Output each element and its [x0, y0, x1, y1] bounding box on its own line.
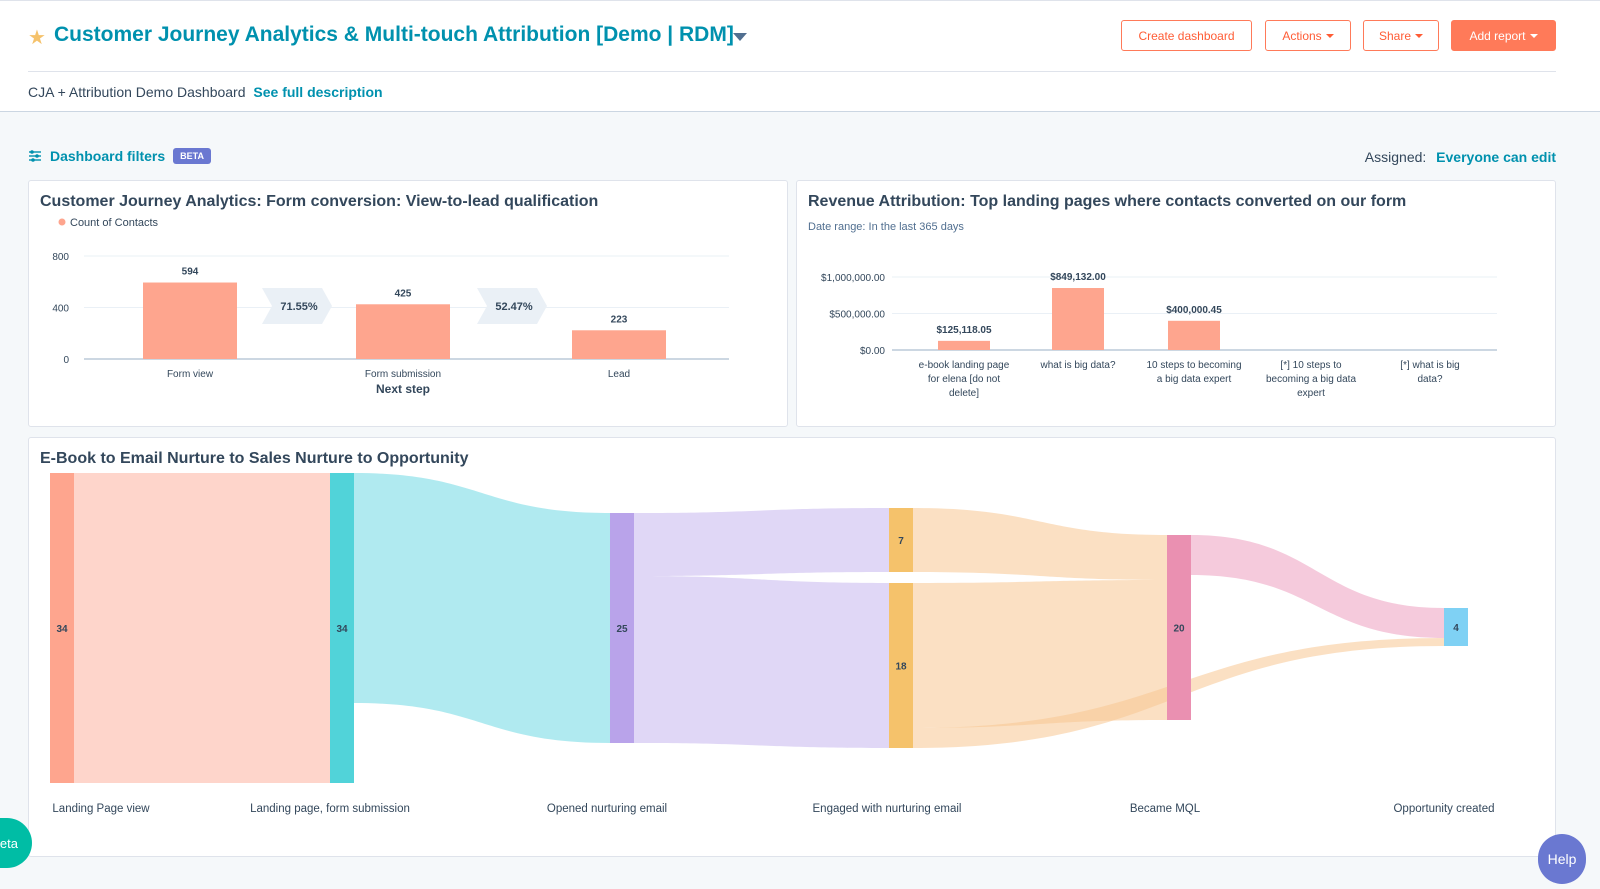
help-label: Help: [1547, 851, 1577, 867]
y-tick-label: 800: [52, 252, 69, 263]
header-divider: [28, 71, 1556, 72]
favorite-star-icon[interactable]: ★: [28, 27, 46, 49]
assigned-permissions: Assigned: Everyone can edit: [1365, 149, 1556, 165]
bar-value-label: $125,118.05: [936, 325, 991, 336]
funnel-report-title[interactable]: Customer Journey Analytics: Form convers…: [40, 193, 599, 210]
assigned-value-link[interactable]: Everyone can edit: [1436, 149, 1556, 165]
sankey-stage-label: Landing Page view: [52, 803, 150, 815]
sankey-node: [330, 473, 354, 783]
filter-sliders-icon: [29, 150, 41, 162]
see-full-description-link[interactable]: See full description: [253, 84, 383, 100]
sankey-stage-label: Landing page, form submission: [250, 803, 410, 815]
revenue-date-range: Date range: In the last 365 days: [808, 221, 964, 233]
bar: [938, 340, 990, 350]
sankey-node: [50, 473, 74, 783]
sankey-node-value: 4: [1453, 623, 1459, 634]
share-label: Share: [1378, 28, 1412, 43]
bar: [1052, 288, 1104, 350]
y-tick-label: $0.00: [860, 346, 885, 357]
sankey-stage-label: Engaged with nurturing email: [813, 803, 962, 815]
dashboard-subtitle: CJA + Attribution Demo Dashboard See ful…: [28, 84, 383, 100]
sankey-node-value: 34: [56, 624, 68, 635]
share-button[interactable]: Share: [1363, 20, 1439, 51]
assigned-label: Assigned:: [1364, 149, 1427, 165]
sankey-report-card[interactable]: E-Book to Email Nurture to Sales Nurture…: [28, 437, 1556, 857]
revenue-chart: $1,000,000.00 $500,000.00 $0.00 $125,118.05…: [821, 272, 1497, 399]
y-tick-label: $500,000.00: [829, 310, 885, 321]
bar-value-label: $400,000.45: [1166, 305, 1222, 316]
sankey-node: [1444, 608, 1468, 646]
dashboard-header: ★ Customer Journey Analytics & Multi-tou…: [0, 0, 1600, 112]
flow-ribbon: [913, 580, 1167, 728]
sankey-node-value: 20: [1173, 624, 1185, 635]
sankey-stage-label: Became MQL: [1130, 803, 1201, 815]
bar-value-label: 594: [182, 267, 199, 278]
sankey-chart: 34 34 25 7 18 20 4 Landing Page view Landing pag…: [50, 473, 1495, 815]
actions-button[interactable]: Actions: [1265, 20, 1351, 51]
funnel-report-card[interactable]: Customer Journey Analytics: Form convers…: [28, 180, 788, 427]
actions-label: Actions: [1282, 28, 1322, 43]
sankey-node: [1167, 535, 1191, 720]
funnel-chart: Count of Contacts 800 400 0 594 Form view 425…: [52, 217, 729, 396]
y-tick-label: $1,000,000.00: [821, 273, 885, 284]
beta-feedback-label: eta: [0, 835, 18, 851]
x-category-label: e-book landing page for elena [do not dele…: [919, 360, 1010, 399]
x-category-label: 10 steps to becoming a big data expert: [1146, 360, 1241, 385]
revenue-report-card[interactable]: Revenue Attribution: Top landing pages w…: [796, 180, 1556, 427]
flow-ribbon: [634, 508, 889, 576]
x-category-label: what is big data?: [1039, 360, 1115, 371]
legend-swatch: [58, 218, 66, 226]
beta-badge: BETA: [173, 148, 211, 164]
actions-chevron-down-icon: [1325, 33, 1334, 38]
sankey-node: [889, 508, 913, 572]
share-chevron-down-icon: [1415, 33, 1424, 38]
x-category-label: Form submission: [365, 369, 441, 380]
bar-value-label: 223: [611, 314, 628, 325]
flow-ribbon: [74, 473, 330, 783]
legend-label: Count of Contacts: [70, 217, 159, 229]
dashboard-switcher-chevron-down-icon[interactable]: [733, 33, 747, 41]
bar: [356, 304, 450, 359]
sankey-stage-label: Opportunity created: [1393, 803, 1494, 815]
dashboard-title[interactable]: Customer Journey Analytics & Multi-touch…: [54, 23, 734, 46]
y-tick-label: 400: [52, 304, 69, 315]
x-axis-title: Next step: [376, 382, 430, 396]
dashboard-filters-label[interactable]: Dashboard filters: [50, 148, 166, 164]
bar-value-label: $849,132.00: [1050, 272, 1106, 283]
create-dashboard-button[interactable]: Create dashboard: [1121, 20, 1252, 51]
dashboard-filters[interactable]: Dashboard filters BETA: [28, 148, 211, 164]
x-category-label: Lead: [608, 369, 630, 380]
bar: [572, 330, 666, 359]
x-category-label: [*] what is big data?: [1400, 360, 1459, 385]
sankey-node: [889, 583, 913, 748]
flow-ribbon: [1191, 535, 1444, 638]
sankey-node: [610, 513, 634, 743]
bar: [143, 282, 237, 359]
bar-value-label: 425: [395, 288, 412, 299]
create-dashboard-label: Create dashboard: [1138, 28, 1235, 43]
y-tick-label: 0: [63, 355, 69, 366]
conversion-rate-label: 52.47%: [495, 301, 533, 313]
flow-ribbon: [354, 473, 610, 743]
add-report-chevron-down-icon: [1529, 33, 1538, 38]
flow-ribbon: [913, 508, 1167, 580]
sankey-node-value: 34: [336, 624, 348, 635]
sankey-stage-label: Opened nurturing email: [547, 803, 667, 815]
flow-ribbon: [634, 576, 889, 748]
conversion-chevron: [477, 288, 547, 324]
dashboard-description: CJA + Attribution Demo Dashboard: [28, 84, 246, 100]
conversion-rate-label: 71.55%: [280, 301, 318, 313]
help-button[interactable]: Help: [1538, 834, 1586, 884]
add-report-button[interactable]: Add report: [1451, 20, 1556, 51]
sankey-node-value: 18: [895, 662, 907, 673]
bar: [1168, 320, 1220, 350]
sankey-node-value: 25: [616, 624, 628, 635]
sankey-report-title[interactable]: E-Book to Email Nurture to Sales Nurture…: [40, 450, 469, 467]
sankey-node-value: 7: [898, 536, 904, 547]
add-report-label: Add report: [1469, 28, 1526, 43]
x-category-label: Form view: [167, 369, 214, 380]
revenue-report-title[interactable]: Revenue Attribution: Top landing pages w…: [808, 193, 1407, 210]
conversion-chevron: [262, 288, 332, 324]
x-category-label: [*] 10 steps to becoming a big data expert: [1266, 360, 1357, 399]
